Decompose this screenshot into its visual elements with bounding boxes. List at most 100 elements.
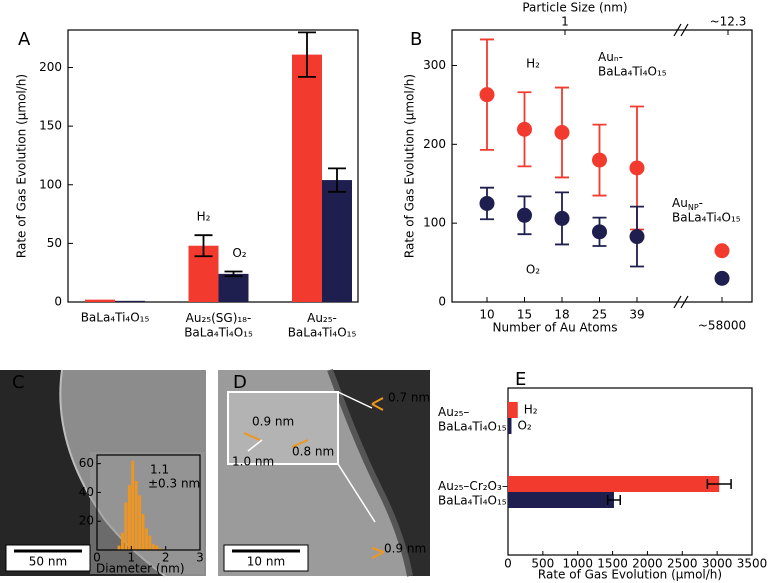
annotation: Auₙ-BaLa₄Ti₄O₁₅ bbox=[598, 50, 667, 78]
x-tick-label: 3000 bbox=[702, 557, 733, 571]
series-label: H₂ bbox=[524, 403, 538, 417]
y-tick-label: 60 bbox=[79, 456, 94, 470]
histogram-bar bbox=[151, 544, 155, 550]
bar bbox=[292, 54, 322, 302]
micrograph-c bbox=[0, 369, 206, 577]
panel-label: C bbox=[12, 372, 25, 393]
panel-label: B bbox=[410, 29, 422, 50]
series-label: H₂ bbox=[526, 57, 540, 71]
x-tick-label: 0 bbox=[504, 557, 512, 571]
histogram-bar bbox=[145, 528, 148, 550]
point bbox=[479, 87, 495, 103]
x-tick-label: Au₂₅-BaLa₄Ti₄O₁₅ bbox=[288, 311, 357, 339]
plot-frame bbox=[451, 29, 753, 303]
error-bar bbox=[194, 234, 213, 258]
panel-label: E bbox=[515, 369, 526, 390]
annotation: 1.1 bbox=[150, 463, 169, 477]
y-tick-label: 50 bbox=[47, 236, 62, 250]
x-tick-label: 2500 bbox=[667, 557, 698, 571]
panel-label: D bbox=[233, 372, 247, 393]
histogram-bar bbox=[131, 460, 135, 550]
histogram-bar bbox=[117, 545, 121, 550]
point bbox=[554, 210, 570, 226]
x-tick-label: 15 bbox=[517, 308, 532, 322]
bar bbox=[115, 300, 145, 302]
x-tick-label: BaLa₄Ti₄O₁₅ bbox=[81, 311, 150, 325]
x-tick-label: 2 bbox=[162, 551, 170, 565]
x-tick-label: 1500 bbox=[597, 557, 628, 571]
point bbox=[517, 207, 532, 223]
x-tick-label: 39 bbox=[629, 308, 644, 322]
y-tick-label: 0 bbox=[438, 295, 446, 309]
point bbox=[517, 121, 532, 137]
bar bbox=[508, 418, 512, 434]
x-tick-label: 500 bbox=[531, 557, 554, 571]
top-tick-label: 1 bbox=[561, 15, 569, 29]
annotation: 1.0 nm bbox=[232, 455, 274, 469]
y-tick-label: 300 bbox=[423, 58, 446, 72]
x-axis-label: Diameter (nm) bbox=[96, 562, 185, 576]
histogram-bar bbox=[124, 502, 128, 550]
histogram-bar bbox=[134, 480, 138, 550]
scale-bar-label: 50 nm bbox=[29, 555, 67, 569]
point bbox=[714, 243, 730, 259]
bar bbox=[508, 492, 614, 508]
y-tick-label: Au₂₅– BaLa₄Ti₄O₁₅ bbox=[438, 405, 507, 433]
x-tick-label: 25 bbox=[592, 308, 607, 322]
y-axis-label: Rate of Gas Evolution (μmol/h) bbox=[403, 74, 417, 258]
histogram-bar bbox=[148, 535, 152, 550]
y-tick-label: 0 bbox=[54, 295, 62, 309]
error-bar bbox=[606, 495, 621, 505]
x-tick-label: 0 bbox=[93, 551, 101, 565]
histogram-bar bbox=[155, 545, 159, 550]
point bbox=[714, 270, 730, 286]
x-tick-label: Au₂₅(SG)₁₈-BaLa₄Ti₄O₁₅ bbox=[184, 311, 253, 339]
y-tick-label: 20 bbox=[79, 514, 94, 528]
scale-bar-box bbox=[223, 544, 309, 572]
x-tick-label: 1000 bbox=[562, 557, 593, 571]
y-tick-label: 100 bbox=[423, 216, 446, 230]
bar bbox=[508, 402, 518, 418]
series-label: H₂ bbox=[197, 210, 211, 224]
y-tick-label: 200 bbox=[423, 137, 446, 151]
histogram-bar bbox=[138, 495, 142, 550]
scale-bar-box bbox=[5, 544, 91, 572]
point bbox=[629, 160, 645, 176]
y-tick-label: 40 bbox=[79, 485, 94, 499]
plot-frame bbox=[507, 387, 753, 556]
series-label: O₂ bbox=[526, 263, 540, 277]
bar bbox=[508, 476, 720, 492]
x-tick-label: 2000 bbox=[632, 557, 663, 571]
top-tick-label: ~12.3 bbox=[710, 15, 747, 29]
y-axis-label: Rate of Gas Evolution (μmol/h) bbox=[15, 74, 29, 258]
inset-frame bbox=[96, 454, 201, 551]
top-axis-label: Particle Size (nm) bbox=[522, 1, 627, 15]
series-label: O₂ bbox=[232, 246, 246, 260]
x-axis-label: Number of Au Atoms bbox=[492, 321, 617, 335]
series-label: O₂ bbox=[517, 419, 531, 433]
annotation: 0.7 nm bbox=[388, 391, 430, 405]
annotation: BaLa₄Ti₄O₁₅ bbox=[672, 211, 741, 225]
x-tick-label: ~58000 bbox=[698, 319, 746, 333]
annotation: ±0.3 nm bbox=[148, 477, 200, 491]
annotation: 0.8 nm bbox=[292, 445, 334, 459]
x-axis-label: Rate of Gas Evolution (μmol/h) bbox=[538, 568, 722, 582]
bar bbox=[218, 273, 249, 302]
point bbox=[629, 229, 645, 245]
x-tick-label: 3 bbox=[196, 551, 204, 565]
bar bbox=[322, 180, 352, 302]
y-tick-label: Au₂₅–Cr₂O₃– BaLa₄Ti₄O₁₅ bbox=[438, 479, 508, 507]
scale-bar-label: 10 nm bbox=[247, 555, 285, 569]
y-tick-label: 200 bbox=[39, 60, 62, 74]
error-bar bbox=[328, 167, 346, 193]
error-bar bbox=[224, 270, 243, 278]
error-bar bbox=[298, 31, 316, 78]
x-tick-label: 3500 bbox=[737, 557, 768, 571]
annotation: AuNP- bbox=[672, 196, 703, 212]
annotation: 0.9 nm bbox=[252, 415, 294, 429]
annotation: 0.9 nm bbox=[384, 542, 426, 556]
histogram-bar bbox=[127, 485, 131, 550]
x-tick-label: 10 bbox=[479, 308, 494, 322]
point bbox=[479, 195, 495, 211]
